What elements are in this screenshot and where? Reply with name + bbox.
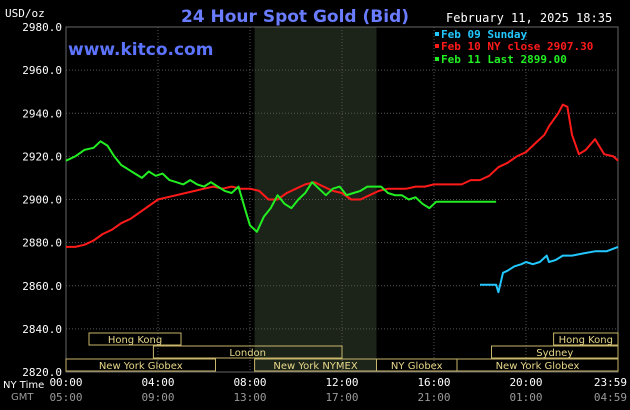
y-tick-label: 2920.0: [22, 150, 62, 163]
series-line: [66, 103, 619, 248]
legend: Feb 09 Sunday Feb 10 NY close 2907.30 Fe…: [435, 28, 593, 66]
x-tick-gmt: 09:00: [141, 391, 174, 404]
session-box: [152, 345, 343, 359]
session-label: London: [229, 348, 266, 359]
y-tick-label: 2940.0: [22, 107, 62, 120]
plot-frame: [65, 26, 619, 373]
session-label: NY Globex: [391, 361, 443, 372]
x-tick-gmt: 13:00: [233, 391, 266, 404]
y-tick-label: 2860.0: [22, 280, 62, 293]
x-tick-ny: 04:00: [141, 376, 174, 389]
axes: 2980.0 2960.0 2940.0 2920.0 2900.0 2880.0 2860…: [3, 21, 627, 404]
series-line: [65, 140, 497, 233]
market-sessions: Hong Kong Hong Kong London Sydney New York G…: [65, 332, 619, 372]
x-tick-ny: 16:00: [417, 376, 450, 389]
y-tick-label: 2880.0: [22, 237, 62, 250]
session-label: New York Globex: [99, 361, 183, 372]
legend-entry-feb11: Feb 11 Last 2899.00: [441, 53, 567, 66]
unit-label: USD/oz: [5, 7, 45, 20]
y-tick-label: 2820.0: [22, 366, 62, 379]
session-box: [88, 332, 182, 346]
x-tick-gmt: 05:00: [49, 391, 82, 404]
session-label: New York NYMEX: [273, 361, 358, 372]
session-label: Hong Kong: [559, 335, 613, 346]
y-tick-label: 2980.0: [22, 21, 62, 34]
x-tick-gmt: 17:00: [325, 391, 358, 404]
legend-entry-feb09: Feb 09 Sunday: [441, 28, 527, 41]
series-line: [480, 245, 619, 294]
y-tick-label: 2960.0: [22, 64, 62, 77]
x-tick-ny: 20:00: [509, 376, 542, 389]
session-label: Sydney: [536, 348, 573, 359]
x-tick-gmt: 04:59: [594, 391, 627, 404]
x-tick-ny: 08:00: [233, 376, 266, 389]
legend-swatch: [435, 57, 439, 61]
price-series: [65, 103, 619, 294]
session-box: [65, 358, 216, 372]
grid: [65, 26, 619, 373]
x-tick-gmt: 01:00: [509, 391, 542, 404]
gmt-label: GMT: [11, 392, 34, 403]
x-tick-ny: 12:00: [325, 376, 358, 389]
session-box: [553, 332, 619, 346]
y-tick-label: 2840.0: [22, 323, 62, 336]
ny-time-label: NY Time: [3, 380, 44, 391]
chart-title: 24 Hour Spot Gold (Bid): [181, 7, 409, 27]
legend-entry-feb10: Feb 10 NY close 2907.30: [441, 40, 593, 53]
x-tick-gmt: 21:00: [417, 391, 450, 404]
session-label: New York Globex: [496, 361, 580, 372]
session-label: Hong Kong: [108, 335, 162, 346]
session-box: [456, 358, 619, 372]
y-tick-label: 2900.0: [22, 194, 62, 207]
timestamp: February 11, 2025 18:35: [446, 11, 612, 25]
x-tick-ny: 23:59: [594, 376, 627, 389]
legend-swatch: [435, 44, 439, 48]
watermark-url: www.kitco.com: [68, 40, 213, 60]
legend-swatch: [435, 32, 439, 36]
session-box: [491, 345, 619, 359]
x-tick-ny: 00:00: [49, 376, 82, 389]
